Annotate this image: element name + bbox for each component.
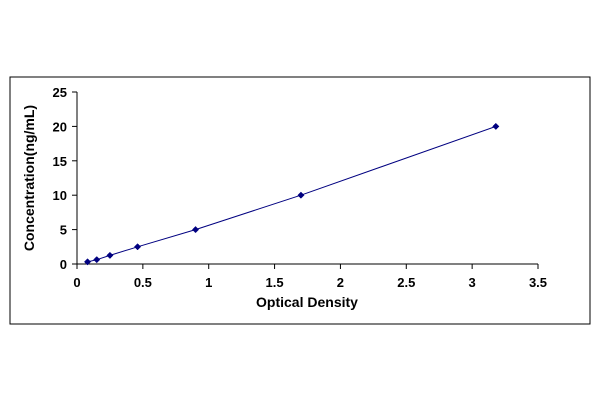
data-point-marker (83, 258, 92, 266)
y-tick-label: 5 (60, 223, 67, 238)
data-point-marker (191, 226, 200, 234)
y-axis-ticks: 0 5 10 15 20 25 (53, 85, 77, 272)
y-tick-label: 25 (53, 85, 67, 100)
data-point-marker (93, 256, 101, 264)
data-point-marker (134, 243, 142, 251)
x-tick-label: 0.5 (134, 275, 152, 290)
x-tick-label: 1 (205, 275, 212, 290)
x-tick-label: 1.5 (266, 275, 284, 290)
y-tick-label: 20 (53, 119, 67, 134)
data-point-marker (297, 191, 305, 199)
y-tick-label: 0 (60, 257, 67, 272)
series-layer (83, 122, 500, 266)
x-tick-label: 2 (337, 275, 344, 290)
y-tick-label: 10 (53, 188, 67, 203)
data-point-marker (106, 251, 114, 259)
x-tick-label: 0 (73, 275, 80, 290)
x-tick-label: 3 (469, 275, 476, 290)
chart-border (9, 76, 591, 325)
x-axis-ticks: 0 0.5 1 1.5 2 2.5 3 3.5 (73, 264, 547, 290)
x-axis-label: Optical Density (256, 294, 358, 310)
x-tick-label: 2.5 (397, 275, 415, 290)
data-point-marker (492, 122, 500, 130)
y-tick-label: 15 (53, 154, 67, 169)
y-axis-label: Concentration(ng/mL) (21, 105, 37, 251)
x-tick-label: 3.5 (529, 275, 547, 290)
